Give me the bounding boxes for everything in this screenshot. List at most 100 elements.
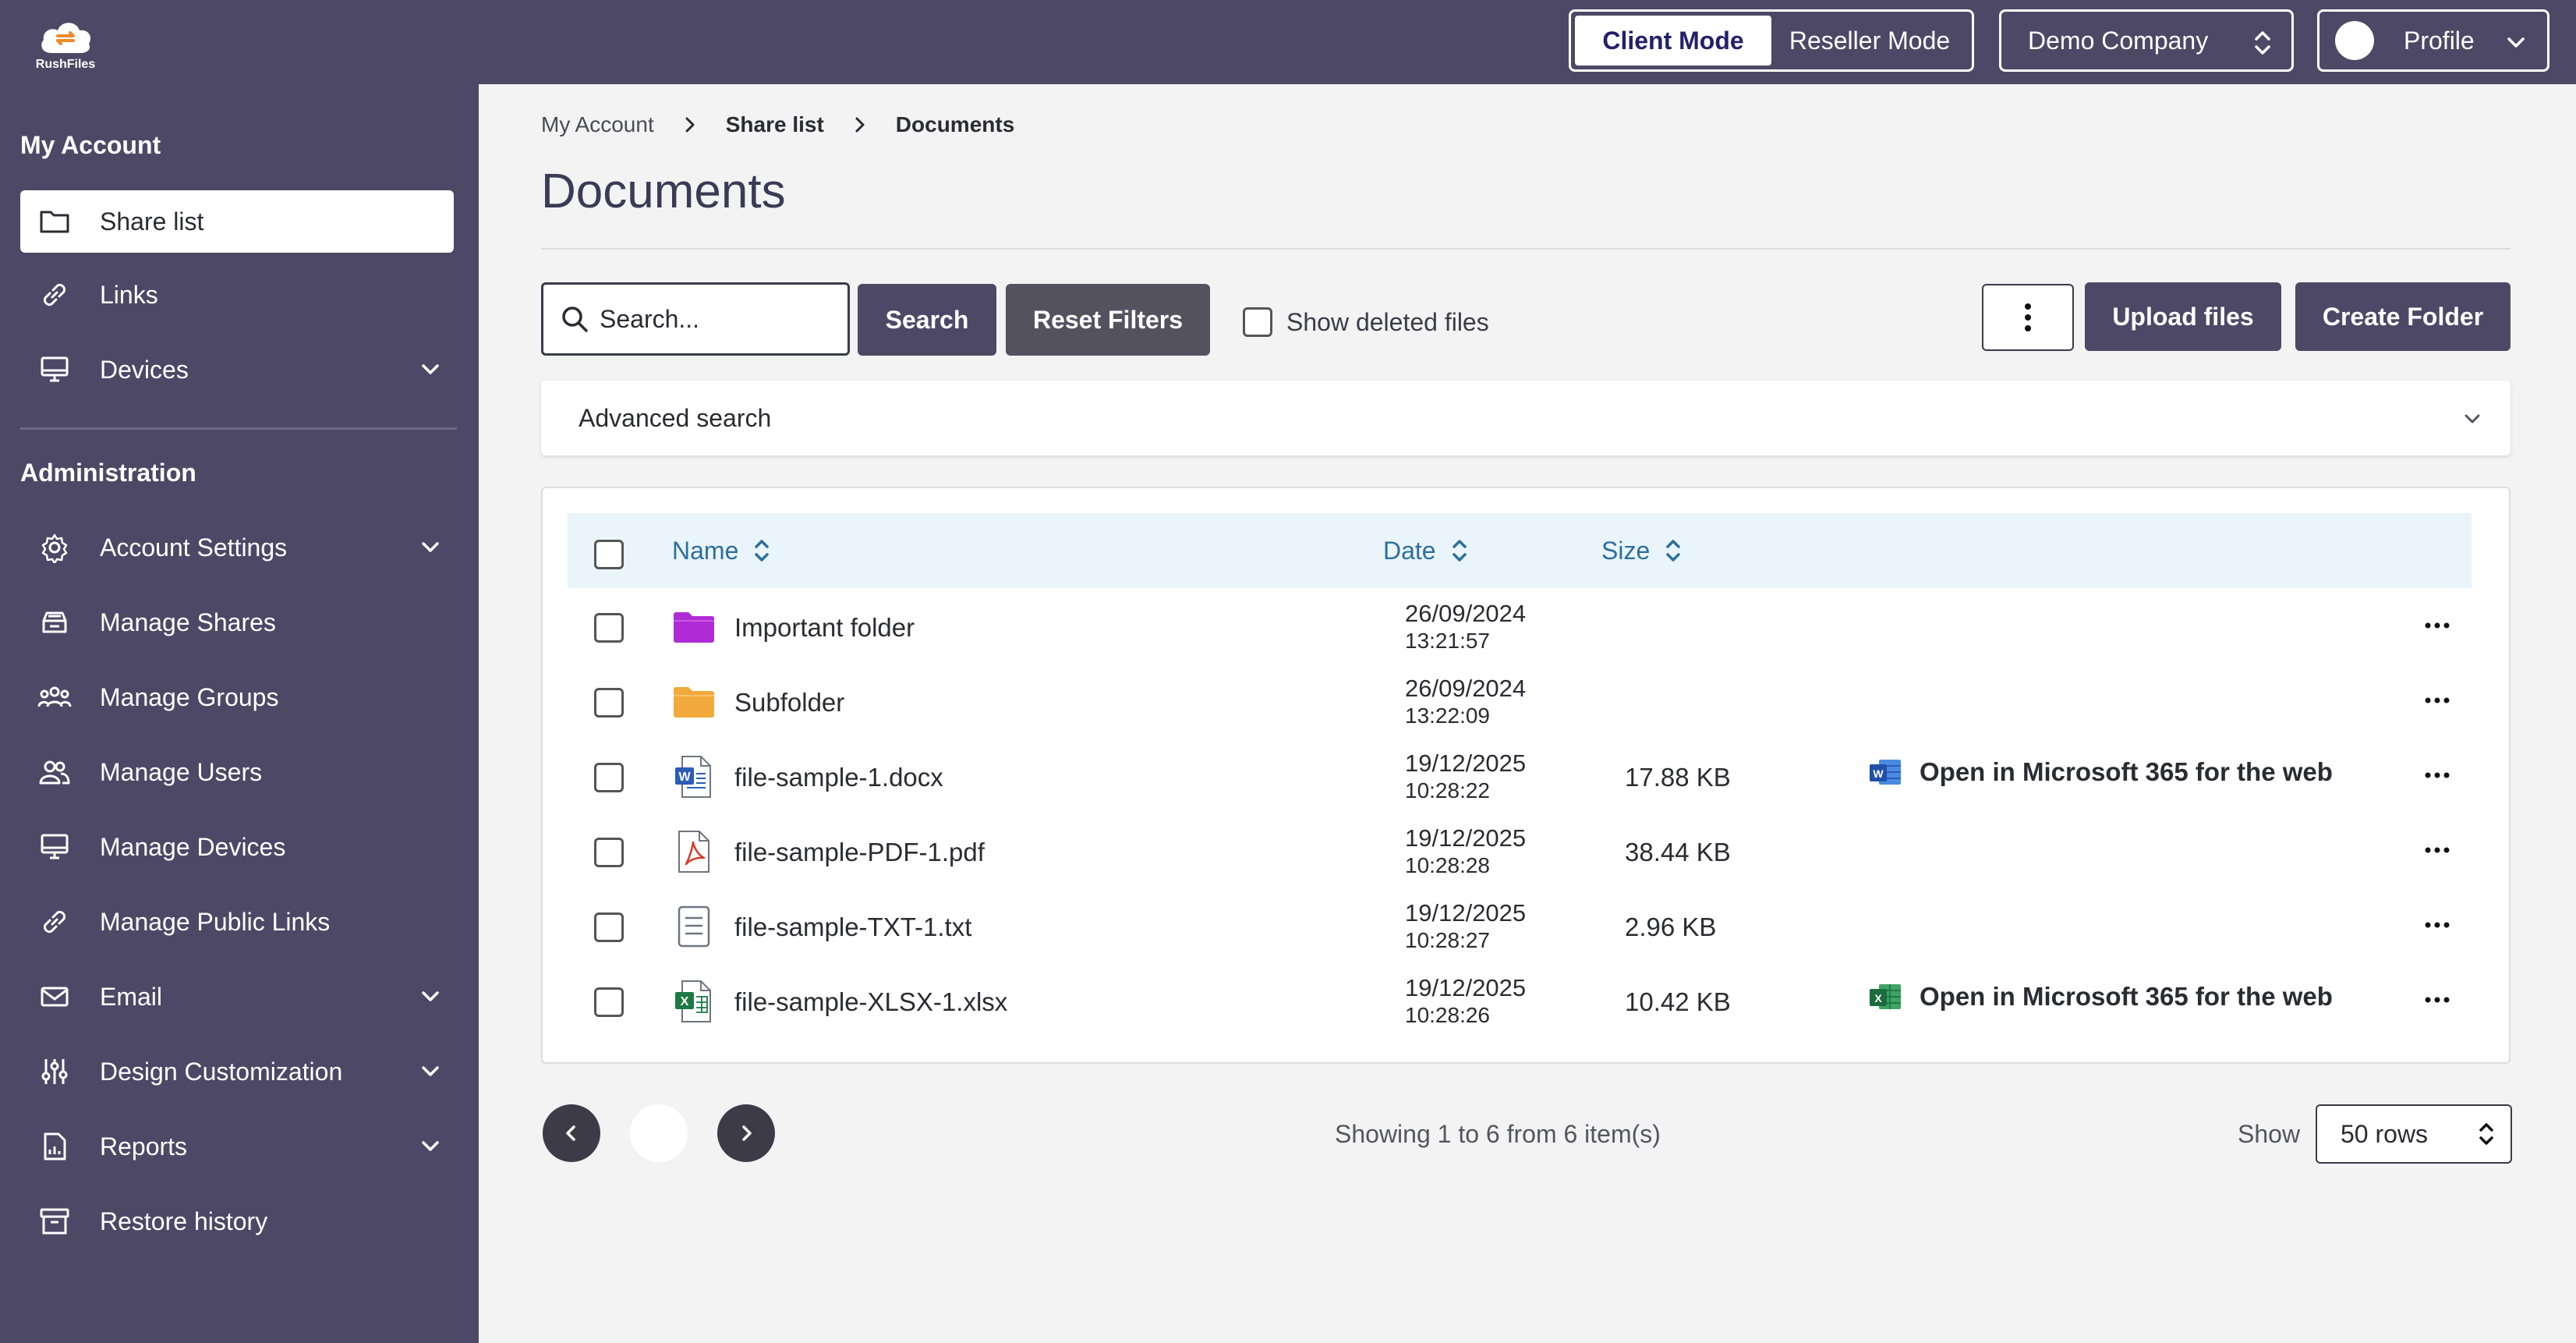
file-date: 19/12/2025 10:28:27 (1405, 900, 1526, 954)
column-date-header[interactable]: Date (1383, 535, 1469, 566)
select-all-checkbox[interactable] (594, 540, 624, 569)
sidebar-item-label: Devices (100, 355, 189, 384)
sidebar-item-manage-groups[interactable]: Manage Groups (20, 666, 454, 728)
row-checkbox[interactable] (594, 987, 624, 1017)
reseller-mode-button[interactable]: Reseller Mode (1789, 26, 1951, 55)
sidebar-item-manage-public-links[interactable]: Manage Public Links (20, 891, 454, 953)
sidebar-item-label: Account Settings (100, 533, 288, 562)
row-checkbox[interactable] (594, 912, 624, 942)
rows-per-page-select[interactable]: 50 rows (2316, 1104, 2512, 1164)
sort-updown-icon (2479, 1123, 2493, 1145)
open-in-microsoft-365-link[interactable]: W Open in Microsoft 365 for the web (1868, 757, 2333, 788)
title-divider (541, 248, 2511, 250)
sidebar-item-manage-shares[interactable]: Manage Shares (20, 591, 454, 654)
file-name[interactable]: file-sample-TXT-1.txt (734, 912, 972, 941)
table-row[interactable]: Important folder 26/09/2024 13:21:57 (568, 591, 2472, 666)
folder-icon (672, 680, 716, 724)
table-row[interactable]: X file-sample-XLSX-1.xlsx 19/12/2025 10:2… (568, 966, 2472, 1040)
pdf-file-icon (672, 830, 716, 873)
show-deleted-checkbox[interactable] (1243, 307, 1272, 337)
search-button[interactable]: Search (858, 284, 996, 356)
sidebar-item-links[interactable]: Links (20, 264, 454, 326)
upload-files-button[interactable]: Upload files (2085, 282, 2281, 351)
sort-updown-icon (1452, 540, 1467, 562)
row-checkbox[interactable] (594, 613, 624, 643)
sidebar-item-devices[interactable]: Devices (20, 338, 454, 401)
client-mode-button[interactable]: Client Mode (1575, 16, 1771, 66)
row-more-icon[interactable] (2423, 995, 2451, 1005)
time-value: 10:28:22 (1405, 778, 1490, 803)
show-rows-label: Show (2238, 1120, 2301, 1148)
word-file-icon: W (672, 755, 716, 799)
file-name[interactable]: Important folder (734, 613, 915, 642)
row-checkbox[interactable] (594, 688, 624, 718)
file-date: 26/09/2024 13:22:09 (1405, 675, 1526, 729)
date-value: 19/12/2025 (1405, 974, 1527, 1001)
rows-per-page-value: 50 rows (2341, 1119, 2429, 1148)
more-actions-button[interactable] (1982, 284, 2074, 351)
profile-label: Profile (2404, 26, 2475, 55)
time-value: 10:28:27 (1405, 928, 1490, 952)
column-name-header[interactable]: Name (672, 535, 771, 566)
previous-page-button[interactable] (543, 1104, 600, 1162)
next-page-button[interactable] (717, 1104, 775, 1162)
brand-logo[interactable]: RushFiles (27, 17, 104, 80)
show-deleted-toggle: Show deleted files (1243, 307, 1489, 337)
sidebar-item-reports[interactable]: Reports (20, 1115, 454, 1178)
profile-menu[interactable]: Profile (2317, 9, 2549, 72)
chevron-down-icon (422, 991, 439, 1001)
company-select[interactable]: Demo Company (1999, 9, 2294, 72)
table-row[interactable]: file-sample-TXT-1.txt 19/12/2025 10:28:27… (568, 891, 2472, 966)
office-link-label: Open in Microsoft 365 for the web (1920, 757, 2333, 786)
sidebar-item-manage-devices[interactable]: Manage Devices (20, 816, 454, 878)
search-input[interactable] (600, 304, 833, 334)
file-name[interactable]: Subfolder (734, 688, 845, 717)
breadcrumb-my-account[interactable]: My Account (541, 112, 654, 136)
inbox-icon (37, 605, 72, 640)
sidebar-item-account-settings[interactable]: Account Settings (20, 516, 454, 579)
row-checkbox[interactable] (594, 838, 624, 867)
column-size-header[interactable]: Size (1601, 535, 1683, 566)
table-row[interactable]: W file-sample-1.docx 19/12/2025 10:28:22 … (568, 741, 2472, 816)
chevron-down-icon (2507, 37, 2525, 48)
reset-filters-button[interactable]: Reset Filters (1006, 284, 1210, 356)
file-name[interactable]: file-sample-XLSX-1.xlsx (734, 987, 1008, 1016)
sidebar-item-restore-history[interactable]: Restore history (20, 1190, 454, 1253)
date-value: 19/12/2025 (1405, 824, 1527, 852)
row-more-icon[interactable] (2423, 845, 2451, 855)
svg-text:X: X (1874, 992, 1882, 1005)
office-link-label: Open in Microsoft 365 for the web (1920, 982, 2333, 1011)
row-more-icon[interactable] (2423, 696, 2451, 705)
file-table: Name Date Size Important folder 26/09/20… (541, 487, 2511, 1064)
file-size: 2.96 KB (1625, 912, 1717, 941)
file-name[interactable]: file-sample-PDF-1.pdf (734, 838, 985, 866)
open-in-microsoft-365-link[interactable]: X Open in Microsoft 365 for the web (1868, 981, 2333, 1012)
table-row[interactable]: file-sample-PDF-1.pdf 19/12/2025 10:28:28… (568, 816, 2472, 891)
sidebar-item-email[interactable]: Email (20, 966, 454, 1028)
sidebar-item-share-list[interactable]: Share list (20, 190, 454, 253)
chevron-right-icon (852, 114, 868, 136)
column-size-label: Size (1601, 536, 1651, 565)
sidebar-item-design-customization[interactable]: Design Customization (20, 1040, 454, 1103)
row-more-icon[interactable] (2423, 621, 2451, 630)
row-checkbox[interactable] (594, 763, 624, 792)
sidebar-item-label: Email (100, 982, 163, 1011)
current-page-button[interactable] (630, 1104, 688, 1162)
time-value: 10:28:26 (1405, 1003, 1490, 1027)
file-name[interactable]: file-sample-1.docx (734, 763, 943, 792)
chevron-right-icon (682, 114, 698, 136)
sidebar-item-manage-users[interactable]: Manage Users (20, 741, 454, 803)
advanced-search-panel[interactable]: Advanced search (541, 381, 2511, 455)
table-row[interactable]: Subfolder 26/09/2024 13:22:09 (568, 666, 2472, 741)
create-folder-button[interactable]: Create Folder (2295, 282, 2511, 351)
cloud-logo-icon (41, 23, 91, 53)
row-more-icon[interactable] (2423, 771, 2451, 780)
users-icon (37, 755, 72, 789)
row-more-icon[interactable] (2423, 920, 2451, 930)
column-date-label: Date (1383, 536, 1436, 565)
table-header: Name Date Size (568, 513, 2472, 588)
date-value: 19/12/2025 (1405, 749, 1527, 777)
sidebar-item-label: Manage Public Links (100, 907, 331, 936)
date-value: 26/09/2024 (1405, 600, 1527, 627)
breadcrumb-share-list[interactable]: Share list (725, 112, 824, 136)
